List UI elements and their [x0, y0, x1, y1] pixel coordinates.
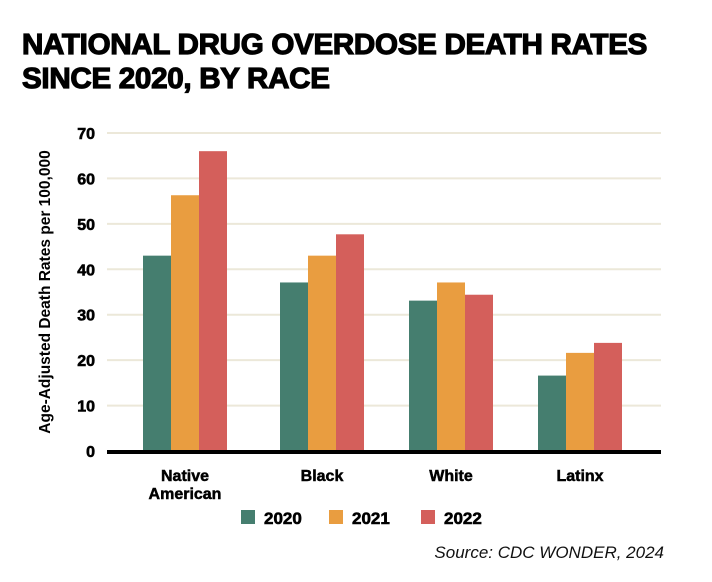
legend-label: 2022 [444, 509, 482, 528]
x-tick-label: White [429, 468, 473, 485]
y-tick-label: 0 [86, 444, 95, 461]
bar-latinx-2022 [594, 342, 622, 451]
bar-white-2022 [465, 294, 493, 451]
bar-native-american-2021 [171, 195, 199, 451]
bar-native-american-2022 [199, 151, 227, 451]
legend-item-2020: 2020 [241, 509, 302, 528]
y-tick-label: 40 [77, 262, 95, 279]
bars [143, 151, 622, 451]
legend-label: 2021 [352, 509, 390, 528]
x-tick-label: Latinx [556, 468, 603, 485]
legend-label: 2020 [264, 509, 302, 528]
bar-black-2022 [336, 234, 364, 451]
bar-latinx-2020 [538, 375, 566, 451]
bar-latinx-2021 [566, 352, 594, 451]
y-tick-label: 10 [77, 399, 95, 416]
legend-swatch [421, 510, 435, 524]
x-tick-label: Native [161, 468, 209, 485]
legend-swatch [241, 510, 255, 524]
legend-item-2022: 2022 [421, 509, 482, 528]
bar-white-2021 [437, 282, 465, 451]
y-tick-label: 30 [77, 308, 95, 325]
legend: 2020 2021 2022 [241, 509, 482, 528]
bar-black-2020 [280, 282, 308, 451]
chart-title-line-1: NATIONAL DRUG OVERDOSE DEATH RATES [21, 28, 648, 61]
chart-title-line-2: SINCE 2020, BY RACE [21, 62, 330, 95]
y-axis-ticks: 0 10 20 30 40 50 60 70 [77, 126, 95, 462]
x-tick-label: Black [301, 468, 344, 485]
y-tick-label: 20 [77, 353, 95, 370]
bar-white-2020 [409, 300, 437, 451]
y-axis-label: Age-Adjusted Death Rates per 100,000 [37, 150, 54, 433]
legend-item-2021: 2021 [329, 509, 390, 528]
bar-native-american-2020 [143, 255, 171, 451]
x-tick-label: American [149, 486, 222, 503]
source-note: Source: CDC WONDER, 2024 [434, 543, 664, 562]
y-tick-label: 70 [77, 126, 95, 143]
y-tick-label: 60 [77, 171, 95, 188]
y-tick-label: 50 [77, 217, 95, 234]
chart-title: NATIONAL DRUG OVERDOSE DEATH RATES SINCE… [21, 28, 712, 96]
bar-black-2021 [308, 255, 336, 451]
legend-swatch [329, 510, 343, 524]
